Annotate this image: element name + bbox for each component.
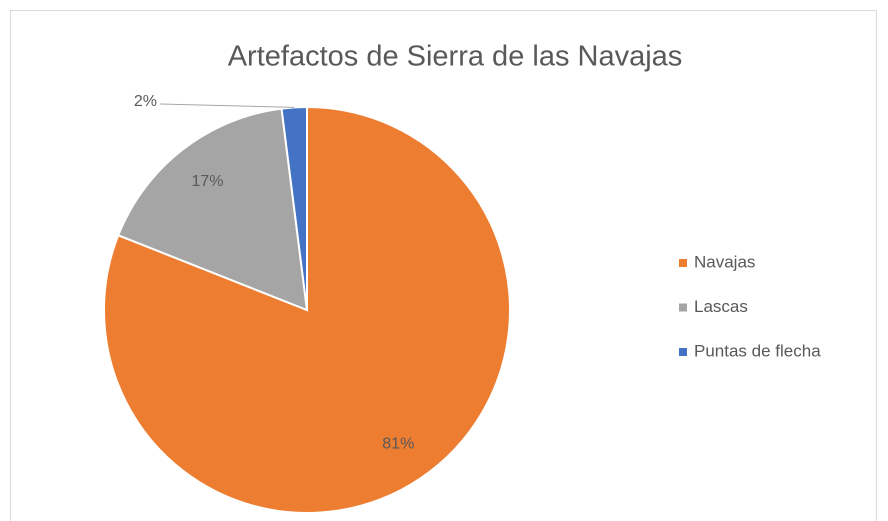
data-label: 2% (134, 93, 157, 110)
data-label: 81% (382, 436, 414, 453)
pie-slice (116, 107, 309, 312)
legend-swatch (679, 259, 687, 267)
legend-swatch (679, 303, 687, 312)
data-label: 17% (191, 173, 223, 190)
legend-label: Puntas de flecha (694, 341, 821, 360)
legend-swatch (679, 348, 687, 356)
legend-label: Navajas (694, 252, 755, 271)
legend-label: Lascas (694, 297, 748, 316)
leader-line (159, 103, 295, 108)
chart-title: Artefactos de Sierra de las Navajas (228, 41, 683, 73)
